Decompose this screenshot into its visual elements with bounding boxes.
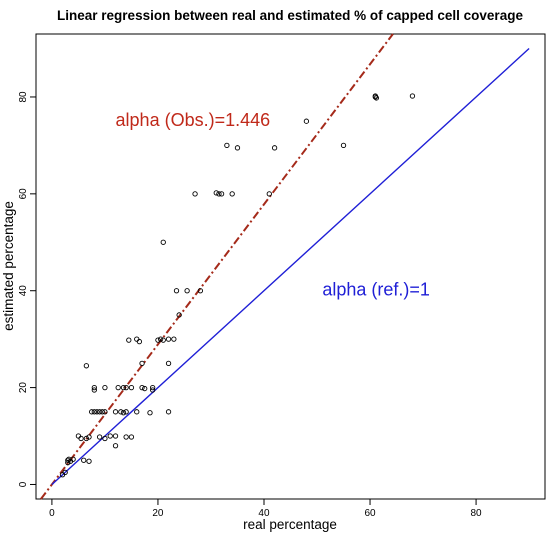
x-axis: 0 20 40 60 80 [49,499,482,519]
data-point [91,409,97,415]
data-point [65,460,71,466]
data-point [107,433,113,439]
data-point [75,433,82,439]
data-point [155,337,161,343]
data-point [192,191,198,197]
data-point [102,435,108,442]
data-point [112,443,119,449]
data-point [118,409,124,415]
data-point [112,433,119,439]
data-point [126,337,132,343]
data-point [171,336,177,342]
data-point [139,384,145,391]
data-point [83,435,90,442]
data-point [78,435,84,442]
data-point [83,363,90,369]
data-point [373,95,380,101]
data-point [86,458,92,464]
data-point [81,457,87,463]
reference-line [51,48,530,485]
data-point [91,387,97,393]
data-point [120,410,127,416]
data-point [128,384,135,391]
data-point [218,191,225,197]
plot-frame [35,33,546,500]
data-point [134,336,140,342]
data-point [102,409,108,415]
data-point [340,142,347,149]
data-point [62,469,68,476]
chart-title: Linear regression between real and estim… [57,8,523,23]
data-point [149,387,156,393]
y-axis: 0 20 40 60 80 [18,91,36,487]
data-point [157,336,164,342]
data-point [96,409,103,415]
data-point [149,384,156,391]
regression-lines [40,33,530,500]
data-point [184,288,190,294]
data-point [123,434,129,440]
data-point [165,360,172,367]
x-tick-label: 40 [258,508,270,519]
data-point [123,384,129,391]
data-point [112,409,119,415]
data-point [136,338,143,345]
data-point [160,337,166,343]
data-point [142,385,148,392]
data-point [94,409,100,415]
data-point [86,434,92,440]
data-point [197,288,204,294]
data-point [165,409,172,415]
data-point [160,239,166,245]
y-axis-label: estimated percentage [1,201,16,331]
y-tick-label: 40 [18,285,29,297]
data-point [213,190,219,196]
y-tick-label: 20 [18,382,29,394]
x-tick-label: 80 [471,508,483,519]
data-point [65,457,71,463]
x-axis-label: real percentage [243,517,337,532]
data-point [224,142,230,149]
data-point [216,191,222,197]
data-point [303,118,310,124]
data-point [120,384,127,391]
data-point [115,384,121,391]
data-points [59,93,416,478]
y-tick-label: 0 [18,481,29,487]
data-point [99,409,105,415]
observed-regression-line [40,33,394,500]
x-tick-label: 20 [152,508,164,519]
data-point [89,409,95,415]
data-point [70,456,76,462]
data-point [128,434,135,440]
data-point [96,434,103,440]
data-point [147,410,153,416]
x-tick-label: 60 [364,508,376,519]
data-point [102,384,108,391]
data-point [271,145,278,151]
data-point [173,288,180,294]
y-tick-label: 80 [18,91,29,103]
data-point [134,409,140,415]
data-point [91,384,97,391]
annotation-label: alpha (ref.)=1 [322,280,430,300]
data-point [165,336,172,342]
data-point [409,93,416,99]
data-point [266,191,272,197]
annotations: alpha (Obs.)=1.446 alpha (ref.)=1 [116,110,430,300]
data-point [229,191,235,197]
data-point [139,360,145,367]
data-point [123,409,129,415]
data-point [234,145,241,151]
y-tick-label: 60 [18,188,29,200]
annotation-label: alpha (Obs.)=1.446 [116,110,271,130]
data-point [176,312,182,318]
x-tick-label: 0 [49,508,55,519]
